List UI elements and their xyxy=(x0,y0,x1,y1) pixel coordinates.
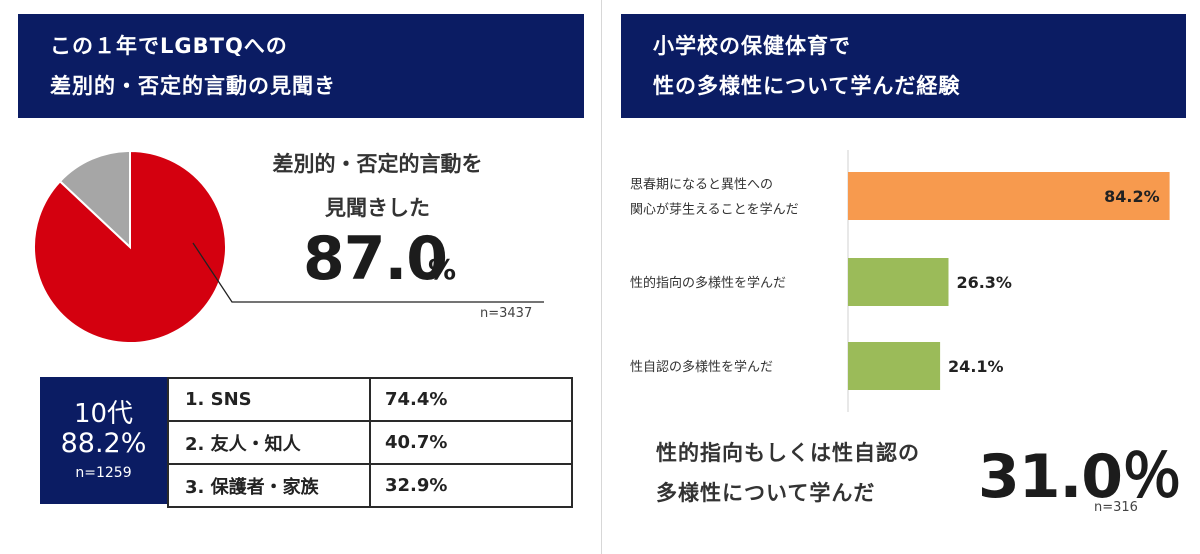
bar-0 xyxy=(848,172,1170,220)
right-title-line-2: 性の多様性について学んだ経験 xyxy=(653,74,961,98)
left-title-banner: この１年でLGBTQへの 差別的・否定的言動の見聞き xyxy=(18,14,584,118)
bar-category-label-0: 思春期になると異性への xyxy=(630,178,773,193)
bar-2 xyxy=(848,342,941,390)
ranking-item: 1. SNS xyxy=(167,377,371,422)
table-row: 3. 保護者・家族 32.9% xyxy=(167,463,573,508)
right-title-line-1: 小学校の保健体育で xyxy=(653,34,851,58)
left-title-line-2: 差別的・否定的言動の見聞き xyxy=(50,74,336,98)
bar-value-label-2: 24.1% xyxy=(948,357,1004,376)
table-row: 1. SNS 74.4% xyxy=(167,377,573,422)
pie-sample-size: n=3437 xyxy=(480,306,533,321)
ranking-item: 2. 友人・知人 xyxy=(167,420,371,465)
pie-main-percent-unit: % xyxy=(428,253,457,286)
teen-label: 10代 xyxy=(73,399,134,429)
bar-sample-size: n=316 xyxy=(1094,500,1138,515)
bar-value-label-1: 26.3% xyxy=(956,273,1012,292)
bar-category-label-1: 性的指向の多様性を学んだ xyxy=(630,275,786,291)
panel-divider xyxy=(601,0,602,554)
summary-line-1: 性的指向もしくは性自認の xyxy=(656,441,920,465)
right-title-banner: 小学校の保健体育で 性の多様性について学んだ経験 xyxy=(621,14,1186,118)
bar-category-label-0: 関心が芽生えることを学んだ xyxy=(630,202,799,218)
summary-text: 性的指向もしくは性自認の 多様性について学んだ xyxy=(656,433,956,513)
pie-caption-line-2: 見聞きした xyxy=(325,196,430,220)
summary-percent: 31.0％ xyxy=(978,442,1182,512)
pie-slice-1 xyxy=(58,149,131,250)
pie-slice-0 xyxy=(32,149,227,344)
source-ranking-table: 1. SNS 74.4% 2. 友人・知人 40.7% 3. 保護者・家族 32… xyxy=(167,377,573,508)
bar-value-label-0: 84.2% xyxy=(1104,187,1160,206)
pie-chart xyxy=(32,149,544,344)
bar-category-label-2: 性自認の多様性を学んだ xyxy=(630,359,773,375)
ranking-value: 32.9% xyxy=(369,463,573,508)
teen-sample-size: n=1259 xyxy=(75,465,132,481)
teen-percent: 88.2% xyxy=(60,428,147,459)
table-row: 2. 友人・知人 40.7% xyxy=(167,420,573,465)
ranking-value: 40.7% xyxy=(369,420,573,465)
ranking-item: 3. 保護者・家族 xyxy=(167,463,371,508)
pie-main-percent: 87.0 xyxy=(303,224,448,294)
pie-leader-line xyxy=(192,242,544,303)
bar-1 xyxy=(848,258,949,306)
left-title-line-1: この１年でLGBTQへの xyxy=(50,34,288,58)
teen-summary-box: 10代 88.2% n=1259 xyxy=(40,377,167,504)
summary-line-2: 多様性について学んだ xyxy=(656,481,876,505)
pie-caption-line-1: 差別的・否定的言動を xyxy=(272,152,483,176)
ranking-value: 74.4% xyxy=(369,377,573,422)
